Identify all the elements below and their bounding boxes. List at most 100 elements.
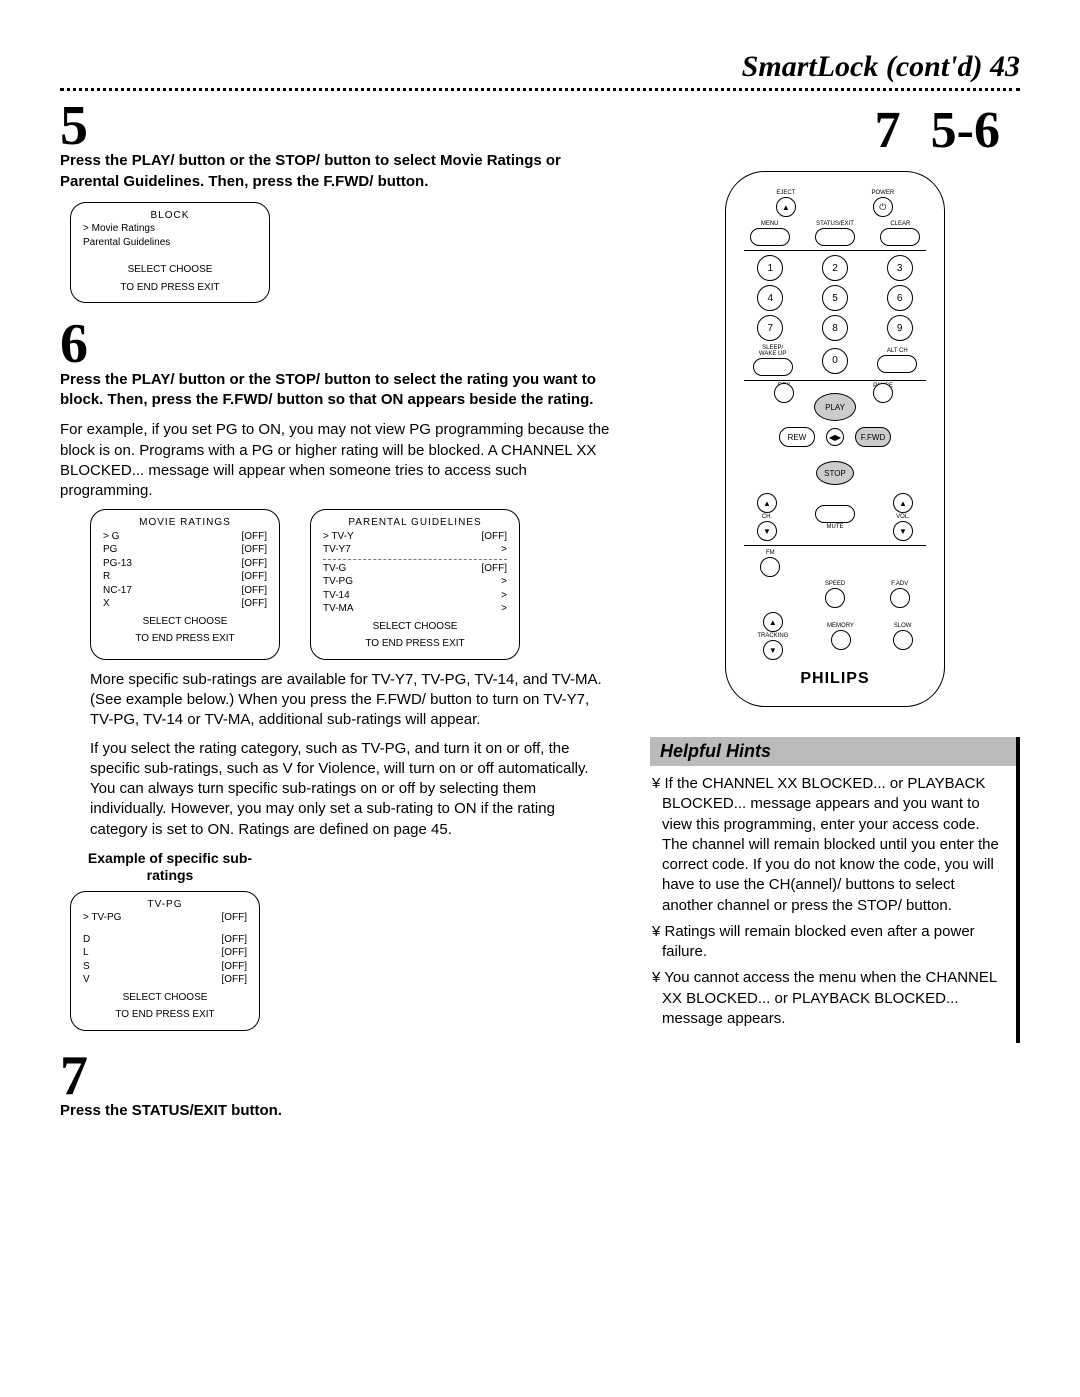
movie-ratings-footer: SELECT CHOOSE (103, 615, 267, 629)
power-button[interactable]: ⏻ (873, 197, 893, 217)
remote-control: EJECT POWER⏻ MENU STATUS/EXIT CLEAR 123 … (725, 171, 945, 707)
table-row: > TV-Y[OFF] (323, 530, 507, 544)
table-row: PG-13[OFF] (103, 557, 267, 571)
fadv-label: F.ADV (891, 581, 908, 587)
table-row: S[OFF] (83, 960, 247, 974)
num-button[interactable]: 3 (887, 255, 913, 281)
header-divider (60, 88, 1020, 91)
num-button[interactable]: 9 (887, 315, 913, 341)
step5-number: 5 (60, 101, 610, 151)
fm-label: FM (766, 550, 775, 556)
vol-down-button[interactable] (893, 521, 913, 541)
step6-body: For example, if you set PG to ON, you ma… (60, 420, 610, 501)
menu-button[interactable] (750, 228, 790, 246)
main-columns: 5 Press the PLAY/ button or the STOP/ bu… (60, 101, 1020, 1131)
table-row: TV-G[OFF] (323, 562, 507, 576)
table-row: D[OFF] (83, 933, 247, 947)
hint-bullet: ¥ You cannot access the menu when the CH… (652, 968, 1008, 1029)
stop-button[interactable]: STOP (816, 461, 854, 485)
clear-label: CLEAR (890, 221, 910, 227)
ch-label: CH. (762, 514, 772, 520)
menu-label: MENU (761, 221, 779, 227)
altch-label: ALT CH (887, 348, 908, 354)
table-row: > TV-PG[OFF] (83, 911, 247, 925)
mute-button[interactable] (815, 505, 855, 523)
tracking-up-button[interactable] (763, 612, 783, 632)
fm-button[interactable] (760, 557, 780, 577)
speed-button[interactable] (825, 588, 845, 608)
sleep-label: SLEEP/ WAKE UP (759, 345, 786, 357)
block-menu-footer: SELECT CHOOSE (83, 263, 257, 277)
num-button[interactable]: 1 (757, 255, 783, 281)
ffwd-button[interactable]: F.FWD (855, 427, 891, 447)
step6-number: 6 (60, 319, 610, 369)
step7-number: 7 (60, 1051, 610, 1101)
altch-button[interactable] (877, 355, 917, 373)
step5-text: Press the PLAY/ button or the STOP/ butt… (60, 151, 610, 192)
parental-guidelines-menu: PARENTAL GUIDELINES > TV-Y[OFF] TV-Y7> T… (310, 509, 520, 660)
remote-callout: 7 5-6 (875, 101, 1000, 160)
ch-up-button[interactable] (757, 493, 777, 513)
fadv-button[interactable] (890, 588, 910, 608)
block-menu-row: > Movie Ratings (83, 222, 257, 236)
rew-button[interactable]: REW (779, 427, 815, 447)
tvpg-title: TV-PG (83, 898, 247, 912)
movie-ratings-footer: TO END PRESS EXIT (103, 632, 267, 646)
play-button[interactable]: PLAY (814, 393, 856, 421)
step7-text: Press the STATUS/EXIT button. (60, 1101, 610, 1121)
block-menu-footer: TO END PRESS EXIT (83, 281, 257, 295)
table-row: V[OFF] (83, 973, 247, 987)
rec-button[interactable] (774, 383, 794, 403)
left-column: 5 Press the PLAY/ button or the STOP/ bu… (60, 101, 610, 1131)
movie-ratings-title: MOVIE RATINGS (103, 516, 267, 530)
num-button[interactable]: 2 (822, 255, 848, 281)
vol-label: VOL. (896, 514, 910, 520)
movie-ratings-menu: MOVIE RATINGS > G[OFF] PG[OFF] PG-13[OFF… (90, 509, 280, 660)
hint-bullet: ¥ If the CHANNEL XX BLOCKED... or PLAYBA… (652, 774, 1008, 916)
hints-body: ¥ If the CHANNEL XX BLOCKED... or PLAYBA… (650, 766, 1020, 1043)
tracking-label: TRACKING (757, 633, 788, 639)
example-label: Example of specific sub-ratings (70, 850, 270, 885)
tracking-down-button[interactable] (763, 640, 783, 660)
parental-guidelines-title: PARENTAL GUIDELINES (323, 516, 507, 530)
slow-button[interactable] (893, 630, 913, 650)
clear-button[interactable] (880, 228, 920, 246)
vol-up-button[interactable] (893, 493, 913, 513)
menu-pair: MOVIE RATINGS > G[OFF] PG[OFF] PG-13[OFF… (90, 509, 610, 660)
num-button[interactable]: 4 (757, 285, 783, 311)
table-row: X[OFF] (103, 597, 267, 611)
block-menu: BLOCK > Movie Ratings Parental Guideline… (70, 202, 270, 304)
step6-more-1: More specific sub-ratings are available … (90, 670, 610, 731)
mute-label: MUTE (827, 524, 844, 530)
status-exit-button[interactable] (815, 228, 855, 246)
callout-b: 5-6 (931, 101, 1000, 160)
num-button[interactable]: 7 (757, 315, 783, 341)
eject-button[interactable] (776, 197, 796, 217)
num-button[interactable]: 8 (822, 315, 848, 341)
table-row: TV-PG> (323, 575, 507, 589)
power-label: POWER (871, 190, 894, 196)
sleep-button[interactable] (753, 358, 793, 376)
dial-center-icon: ◀▶ (826, 428, 844, 446)
block-menu-row: Parental Guidelines (83, 236, 257, 250)
hint-bullet: ¥ Ratings will remain blocked even after… (652, 922, 1008, 963)
parental-guidelines-footer: SELECT CHOOSE (323, 620, 507, 634)
ch-down-button[interactable] (757, 521, 777, 541)
table-row: > G[OFF] (103, 530, 267, 544)
tvpg-footer: SELECT CHOOSE (83, 991, 247, 1005)
table-row: PG[OFF] (103, 543, 267, 557)
page-header: SmartLock (cont'd) 43 (60, 50, 1020, 84)
table-row: TV-Y7> (323, 543, 507, 557)
memory-button[interactable] (831, 630, 851, 650)
eject-label: EJECT (776, 190, 795, 196)
callout-a: 7 (875, 101, 901, 160)
speed-label: SPEED (825, 581, 845, 587)
block-menu-title: BLOCK (83, 209, 257, 223)
num-button[interactable]: 6 (887, 285, 913, 311)
hints-header: Helpful Hints (650, 737, 1020, 766)
table-row: TV-14> (323, 589, 507, 603)
num-button[interactable]: 5 (822, 285, 848, 311)
pause-button[interactable] (873, 383, 893, 403)
slow-label: SLOW (894, 623, 912, 629)
num-button[interactable]: 0 (822, 348, 848, 374)
